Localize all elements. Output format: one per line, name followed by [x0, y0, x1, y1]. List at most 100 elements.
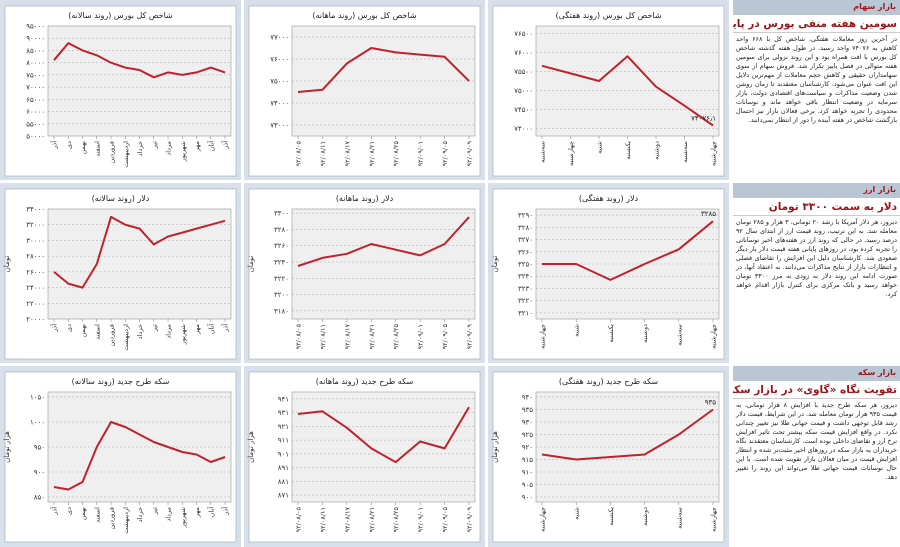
y-tick-label: ۵۰۰۰۰	[26, 133, 45, 141]
y-tick-label: ۹۰۵	[522, 481, 534, 489]
x-tick-label: خرداد	[136, 507, 144, 522]
x-tick-label: آبان	[206, 140, 215, 152]
x-tick-label: تیر	[150, 141, 158, 150]
x-tick-label: آذر	[50, 506, 59, 516]
line	[297, 406, 470, 464]
x-tick-label: بهمن	[79, 507, 87, 521]
section-text: در آخرین روز معاملات هفتگی، شاخص کل با ۶…	[736, 35, 897, 124]
line	[297, 47, 470, 93]
y-tick-label: ۹۵۰۰۰	[26, 23, 45, 31]
chart: دلار (روند ماهانه) ۳۳۰۰ ۳۲۸۰ ۳۲۶۰ ۳۲۴۰ ۳۲۲۰ ۳۲…	[247, 188, 481, 360]
x-tick-label: مهر	[193, 324, 201, 335]
chart: سکه طرح جدید (روند ماهانه) ۹۴۱ ۹۳۱ ۹۲۱ ۹۱۱ ۹۰…	[247, 371, 481, 543]
x-tick-label: چهارشنبه	[710, 507, 718, 532]
y-tick-label: ۳۲۲۰	[518, 297, 533, 305]
y-tick-label: ۷۶۰۰۰	[514, 49, 533, 57]
y-tick-label: ۳۲۸۰	[518, 224, 533, 232]
x-tick-label: مرداد	[165, 507, 173, 522]
x-tick-label: شهریور	[179, 507, 187, 528]
x-tick-label: ۹۲/۰۸/۱۷	[343, 323, 351, 349]
y-tick-label: ۳۲۱۰	[518, 309, 533, 317]
chart: شاخص کل بورس (روند ماهانه) ۷۷۰۰۰ ۷۶۰۰۰ ۷۵۰۰…	[248, 5, 481, 177]
y-axis-label: تومان	[3, 256, 11, 273]
x-tick-label: آذر	[50, 323, 59, 333]
y-tick-label: ۹۲۵	[522, 431, 534, 439]
y-tick-label: ۷۶۵۰۰	[514, 30, 533, 38]
y-axis-label: هزار تومان	[491, 431, 499, 463]
y-tick-label: ۳۲۲۰	[274, 275, 289, 283]
section-text: دیروز، هر دلار آمریکا با رشد ۲۰ تومانی، …	[736, 218, 897, 298]
x-tick-label: ۹۲/۰۸/۱۱	[319, 141, 327, 166]
y-tick-label: ۳۲۵۰	[518, 261, 533, 269]
x-tick-label: اردیبهشت	[122, 324, 130, 351]
data-label: ۹۳۵	[705, 399, 717, 407]
y-tick-label: ۱۰۵۰	[30, 394, 45, 402]
x-tick-label: چهارشنبه	[567, 141, 575, 166]
x-tick-label: آذر	[221, 323, 230, 333]
y-tick-label: ۸۷۱	[278, 492, 289, 500]
x-tick-label: اسفند	[93, 507, 101, 523]
y-tick-label: ۳۲۷۰	[518, 236, 533, 244]
x-tick-label: اردیبهشت	[122, 507, 130, 534]
y-tick-label: ۳۲۹۰	[518, 212, 533, 220]
y-tick-label: ۷۳۰۰۰	[270, 122, 289, 130]
y-tick-label: ۶۰۰۰۰	[26, 108, 45, 116]
x-tick-label: سه‌شنبه	[675, 507, 683, 529]
section: بازار ارز دلار به سمت ۳۳۰۰ تومان دیروز، …	[733, 183, 900, 363]
x-tick-label: دی	[65, 324, 73, 332]
x-tick-label: آذر	[221, 140, 230, 150]
x-tick-label: مهر	[193, 507, 201, 518]
y-tick-label: ۸۹۱	[278, 464, 289, 472]
chart-panel: سکه طرح جدید (روند ماهانه) ۹۴۱ ۹۳۱ ۹۲۱ ۹۱۱ ۹۰…	[244, 366, 485, 547]
chart-title: سکه طرح جدید (روند سالانه)	[72, 377, 170, 386]
y-tick-label: ۲۶۰۰۰	[26, 268, 45, 276]
x-tick-label: مرداد	[165, 141, 173, 156]
section-heading: تقویت نگاه «گاوی» در بازار سکه	[733, 381, 900, 399]
y-tick-label: ۷۴۰۰۰	[514, 125, 533, 133]
y-tick-label: ۳۱۸۰	[274, 307, 289, 315]
y-tick-label: ۷۷۰۰۰	[270, 34, 289, 42]
y-tick-label: ۳۰۰۰۰	[26, 237, 45, 245]
x-tick-label: شنبه	[573, 324, 581, 337]
y-tick-label: ۳۲۴۰	[274, 258, 289, 266]
y-tick-label: ۸۸۱	[278, 478, 289, 486]
y-tick-label: ۹۰۰	[34, 469, 45, 477]
y-tick-label: ۹۵۰	[34, 444, 45, 452]
chart-title: دلار (روند ماهانه)	[336, 194, 394, 203]
x-tick-label: ۹۲/۰۸/۲۱	[368, 507, 376, 532]
x-tick-label: چهارشنبه	[710, 141, 718, 166]
plot-area	[291, 25, 476, 137]
y-tick-label: ۹۲۰	[522, 444, 533, 452]
x-tick-label: ۹۲/۰۹/۰۹	[466, 323, 474, 349]
x-tick-label: فروردین	[108, 507, 116, 530]
y-tick-label: ۲۴۰۰۰	[26, 284, 45, 292]
section-label: بازار سهام	[733, 0, 900, 15]
chart-title: شاخص کل بورس (روند ماهانه)	[312, 11, 417, 20]
data-label: ۳۲۸۵	[701, 210, 716, 218]
plot-area	[535, 391, 720, 503]
y-tick-label: ۲۸۰۰۰	[26, 253, 45, 261]
x-tick-label: آذر	[50, 140, 59, 150]
line	[297, 216, 470, 267]
chart-panel: دلار (روند سالانه) ۳۴۰۰۰ ۳۲۰۰۰ ۳۰۰۰۰ ۲۸۰۰۰ ۲۶…	[0, 183, 241, 363]
y-tick-label: ۹۳۰	[522, 419, 533, 427]
x-tick-label: ۹۲/۰۸/۲۱	[368, 141, 376, 166]
y-tick-label: ۹۳۵	[522, 406, 534, 414]
x-tick-label: آذر	[221, 506, 230, 516]
y-tick-label: ۹۰۱	[278, 450, 289, 458]
line	[53, 215, 226, 289]
x-tick-label: ۹۲/۰۹/۰۱	[417, 507, 425, 532]
plot-area	[291, 208, 476, 320]
x-tick-label: دوشنبه	[641, 324, 649, 343]
y-tick-label: ۳۲۸۰	[274, 226, 289, 234]
x-tick-label: ۹۲/۰۸/۲۱	[368, 324, 376, 349]
x-tick-label: ۹۲/۰۸/۱۷	[343, 140, 351, 166]
x-tick-label: دوشنبه	[653, 141, 661, 160]
plot-area	[47, 25, 232, 137]
x-tick-label: اردیبهشت	[122, 141, 130, 168]
chart-title: دلار (روند هفتگی)	[579, 193, 639, 203]
y-tick-label: ۷۶۰۰۰	[270, 56, 289, 64]
x-tick-label: اسفند	[93, 324, 101, 340]
x-tick-label: سه‌شنبه	[539, 141, 547, 163]
x-tick-label: بهمن	[79, 324, 87, 338]
